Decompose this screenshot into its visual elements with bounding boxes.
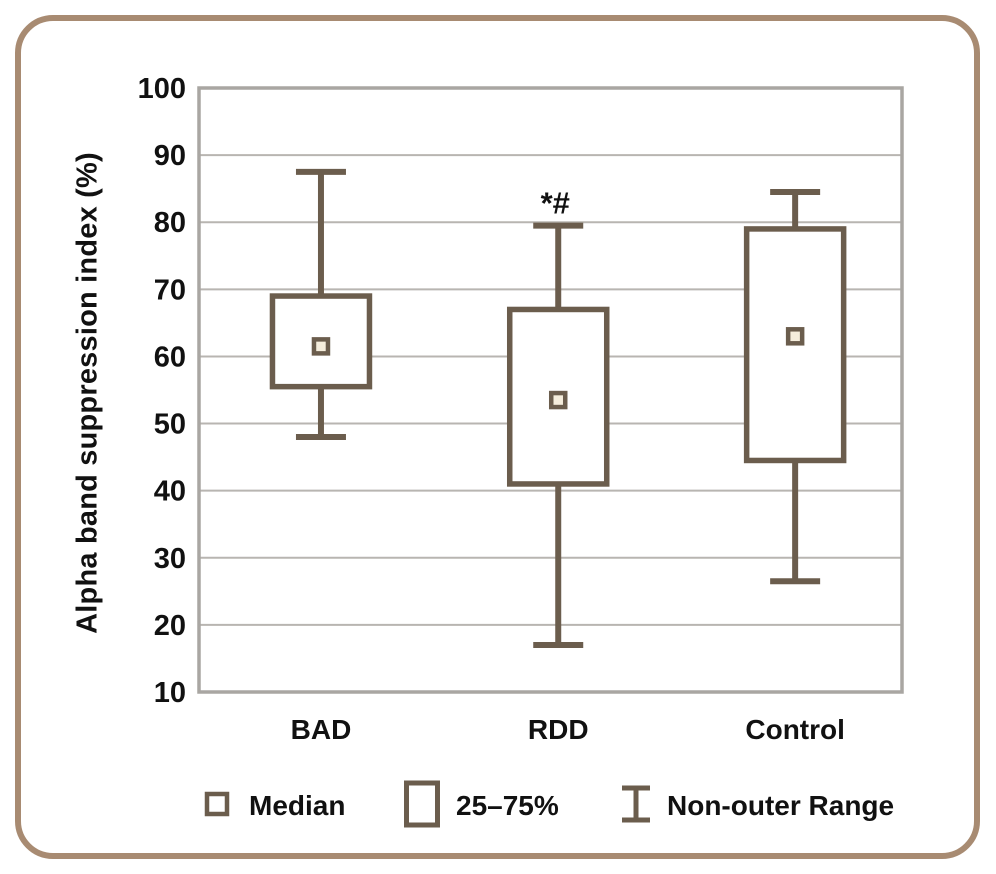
box-group-control: [743, 189, 847, 585]
y-tick-label-10: 10: [154, 677, 186, 709]
y-tick-label-30: 30: [154, 543, 186, 575]
y-tick-label-60: 60: [154, 341, 186, 373]
median-marker: [785, 327, 805, 346]
significance-annotations: *#: [541, 186, 570, 221]
y-tick-label-90: 90: [154, 140, 186, 172]
legend-item-3: Non-outer Range: [622, 785, 894, 823]
legend: Median 25–75% Non-outer Range: [204, 780, 894, 828]
annotation-rdd: *#: [541, 186, 570, 221]
iqr-box-icon: [404, 780, 440, 828]
x-axis-category-labels: BAD RDD Control: [291, 714, 845, 745]
box-group-bad: [269, 168, 373, 440]
legend-item-2: 25–75%: [404, 780, 559, 828]
plot-area-border: [197, 86, 904, 694]
box-group-rdd: [506, 222, 610, 649]
category-label-bad: BAD: [291, 714, 352, 745]
y-tick-label-100: 100: [138, 73, 186, 105]
y-tick-label-50: 50: [154, 409, 186, 441]
plot-frame: [197, 86, 904, 694]
iqr-box: [269, 293, 373, 390]
legend-label-1: Median: [249, 790, 345, 821]
legend-label-2: 25–75%: [456, 790, 559, 821]
legend-item-1: Median: [204, 790, 345, 821]
median-marker: [548, 390, 568, 410]
category-label-rdd: RDD: [528, 714, 589, 745]
category-label-control: Control: [745, 714, 845, 745]
median-marker: [311, 337, 331, 356]
y-tick-label-80: 80: [154, 207, 186, 239]
y-axis-tick-labels: 100 90 80 70 60 50 40 30 20 10: [138, 73, 186, 709]
y-tick-label-70: 70: [154, 274, 186, 306]
y-tick-label-20: 20: [154, 610, 186, 642]
median-square-icon: [204, 791, 230, 817]
legend-label-3: Non-outer Range: [667, 790, 894, 821]
box-series: [269, 168, 847, 649]
y-tick-label-40: 40: [154, 476, 186, 508]
